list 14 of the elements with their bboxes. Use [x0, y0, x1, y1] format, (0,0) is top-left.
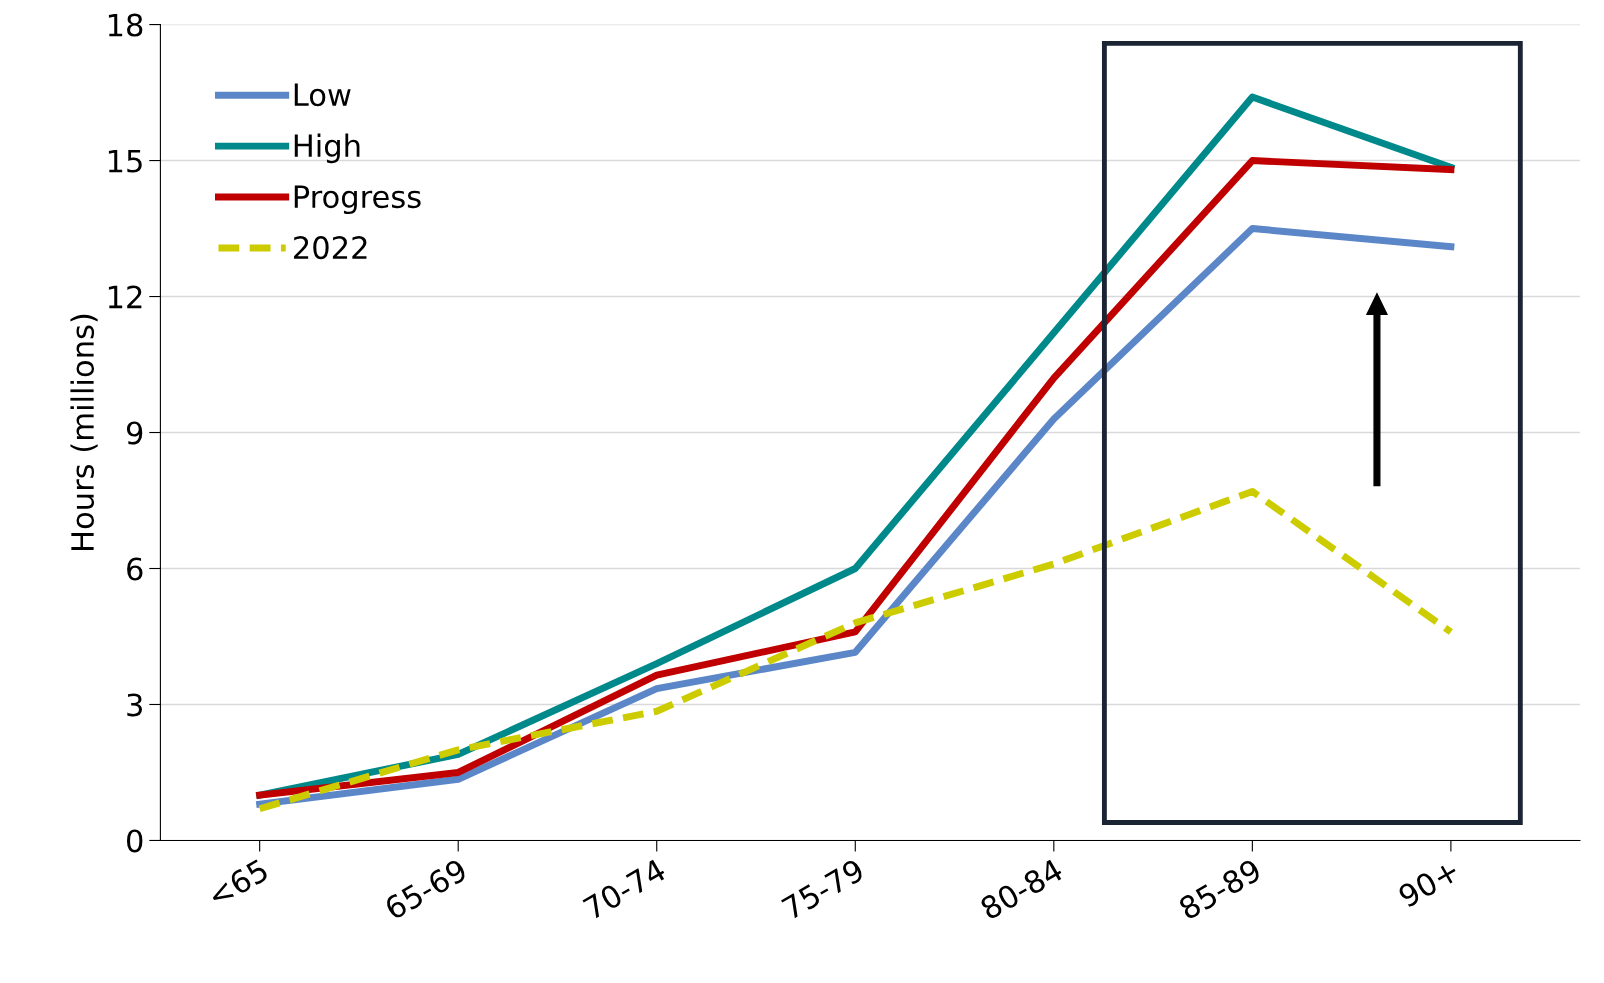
- y-tick-label: 12: [108, 285, 142, 309]
- legend-label: Progress: [294, 185, 421, 215]
- y-tick-label: 9: [126, 421, 143, 445]
- y-tick-label: 15: [108, 149, 142, 173]
- y-tick-label: 0: [127, 829, 143, 853]
- y-tick-label: 6: [127, 557, 143, 581]
- x-tick-label: <65: [206, 858, 270, 908]
- x-tick-label: 90+: [1396, 858, 1460, 909]
- y-tick-label: 3: [127, 693, 142, 717]
- y-axis-title: Hours (millions): [70, 314, 98, 550]
- y-tick-label: 18: [108, 13, 143, 37]
- legend-label: Low: [294, 83, 351, 107]
- legend-label: High: [294, 133, 360, 164]
- legend-label: 2022: [294, 236, 367, 260]
